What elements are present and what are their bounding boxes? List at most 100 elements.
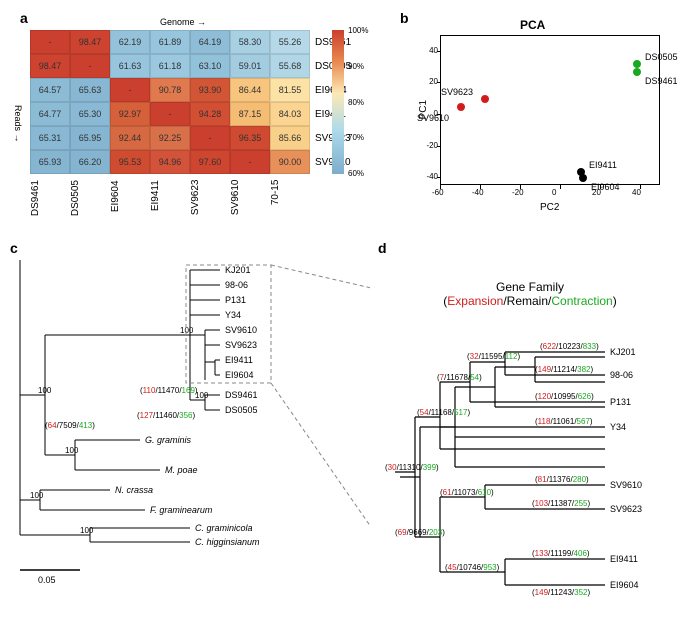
heatmap-cell: 87.15 [230,102,270,126]
svg-text:100: 100 [180,326,194,335]
heatmap-cell: - [230,150,270,174]
pca-plot-area: DS0505DS9461SV9623SV9610EI9411EI9604 [440,35,660,185]
svg-text:C. higginsianum: C. higginsianum [195,537,260,547]
pca-point [457,103,465,111]
heatmap-cell: 94.28 [190,102,230,126]
heatmap-cell: 64.77 [30,102,70,126]
heatmap-cell: 92.44 [110,126,150,150]
heatmap-cell: 63.10 [190,54,230,78]
svg-text:SV9623: SV9623 [225,340,257,350]
heatmap-cell: 85.66 [270,126,310,150]
heatmap-cell: 55.68 [270,54,310,78]
heatmap-cell: 90.00 [270,150,310,174]
svg-text:100: 100 [30,491,44,500]
svg-text:EI9411: EI9411 [610,554,638,564]
heatmap-cell: 66.20 [70,150,110,174]
svg-text:100: 100 [65,446,79,455]
gene-family-tree: Gene Family (Expansion/Remain/Contractio… [385,280,675,590]
heatmap-cell: 98.47 [30,54,70,78]
svg-text:98-06: 98-06 [610,370,633,380]
pca-point [633,68,641,76]
svg-text:EI9411: EI9411 [225,355,253,365]
heatmap-cell: 92.25 [150,126,190,150]
svg-text:(133/11199/406): (133/11199/406) [532,549,590,558]
heatmap-cell: 55.26 [270,30,310,54]
pca-plot: PCA DS0505DS9461SV9623SV9610EI9411EI9604… [410,10,670,210]
heatmap-cell: - [70,54,110,78]
gene-family-title: Gene Family (Expansion/Remain/Contractio… [385,280,675,308]
svg-text:(120/10995/626): (120/10995/626) [535,392,594,401]
colorbar [332,30,344,174]
svg-text:KJ201: KJ201 [225,265,251,275]
colorbar-labels: 100%90%80%70%60% [348,26,368,178]
svg-text:N. crassa: N. crassa [115,485,153,495]
svg-text:(81/11376/280): (81/11376/280) [535,475,589,484]
heatmap-cell: 61.63 [110,54,150,78]
svg-text:SV9623: SV9623 [610,504,642,514]
svg-text:EI9604: EI9604 [225,370,254,380]
pca-title: PCA [520,18,545,32]
svg-text:(69/9669/203): (69/9669/203) [395,528,445,537]
heatmap-cell: - [30,30,70,54]
panel-label-b: b [400,10,409,26]
panel-label-d: d [378,240,387,256]
svg-text:EI9604: EI9604 [610,580,639,590]
heatmap-cell: 98.47 [70,30,110,54]
genome-axis-label: Genome → [160,17,206,27]
svg-text:(54/11168/517): (54/11168/517) [417,408,470,417]
heatmap-cell: 81.55 [270,78,310,102]
svg-text:F. graminearum: F. graminearum [150,505,213,515]
svg-text:98-06: 98-06 [225,280,248,290]
heatmap-cell: 96.35 [230,126,270,150]
pca-point [481,95,489,103]
heatmap-grid: -98.4762.1961.8964.1958.3055.2698.47-61.… [30,30,310,174]
svg-text:(127/11460/356): (127/11460/356) [137,411,196,420]
svg-text:(149/11243/352): (149/11243/352) [532,588,591,597]
heatmap-cell: 86.44 [230,78,270,102]
heatmap-cell: 92.97 [110,102,150,126]
reads-axis-label: Reads → [13,105,23,143]
svg-text:(64/7509/413): (64/7509/413) [45,421,95,430]
heatmap-cell: 65.63 [70,78,110,102]
svg-text:(149/11214/382): (149/11214/382) [535,365,594,374]
heatmap: -98.4762.1961.8964.1958.3055.2698.47-61.… [30,30,310,174]
heatmap-cell: 59.01 [230,54,270,78]
heatmap-cell: 65.31 [30,126,70,150]
svg-text:100: 100 [80,526,94,535]
svg-text:(45/10746/953): (45/10746/953) [445,563,500,572]
svg-text:P131: P131 [610,397,631,407]
svg-text:C. graminicola: C. graminicola [195,523,253,533]
heatmap-col-labels: DS9461DS0505EI9604EI9411SV9623SV961070-1… [30,180,310,219]
svg-text:(32/11595/112): (32/11595/112) [467,352,520,361]
svg-text:(103/11387/255): (103/11387/255) [532,499,591,508]
heatmap-cell: 84.03 [270,102,310,126]
svg-text:DS9461: DS9461 [225,390,258,400]
heatmap-cell: 64.57 [30,78,70,102]
pca-point [633,60,641,68]
svg-text:(30/11310/399): (30/11310/399) [385,463,439,472]
svg-text:KJ201: KJ201 [610,347,636,357]
svg-text:(622/10223/833): (622/10223/833) [540,342,599,351]
heatmap-cell: 62.19 [110,30,150,54]
heatmap-cell: 93.90 [190,78,230,102]
svg-text:0.05: 0.05 [38,575,56,585]
pca-point [579,174,587,182]
svg-text:P131: P131 [225,295,246,305]
heatmap-cell: - [150,102,190,126]
svg-text:(7/11678/54): (7/11678/54) [437,373,482,382]
heatmap-cell: 95.53 [110,150,150,174]
svg-text:SV9610: SV9610 [225,325,257,335]
svg-text:(110/11470/169): (110/11470/169) [140,386,198,395]
heatmap-cell: 65.95 [70,126,110,150]
svg-text:SV9610: SV9610 [610,480,642,490]
svg-text:DS0505: DS0505 [225,405,258,415]
svg-text:(118/11061/567): (118/11061/567) [535,417,593,426]
heatmap-cell: 94.96 [150,150,190,174]
heatmap-cell: 64.19 [190,30,230,54]
heatmap-cell: 97.60 [190,150,230,174]
heatmap-cell: 58.30 [230,30,270,54]
svg-text:M. poae: M. poae [165,465,198,475]
heatmap-cell: 65.93 [30,150,70,174]
svg-text:Y34: Y34 [610,422,626,432]
svg-text:G. graminis: G. graminis [145,435,192,445]
